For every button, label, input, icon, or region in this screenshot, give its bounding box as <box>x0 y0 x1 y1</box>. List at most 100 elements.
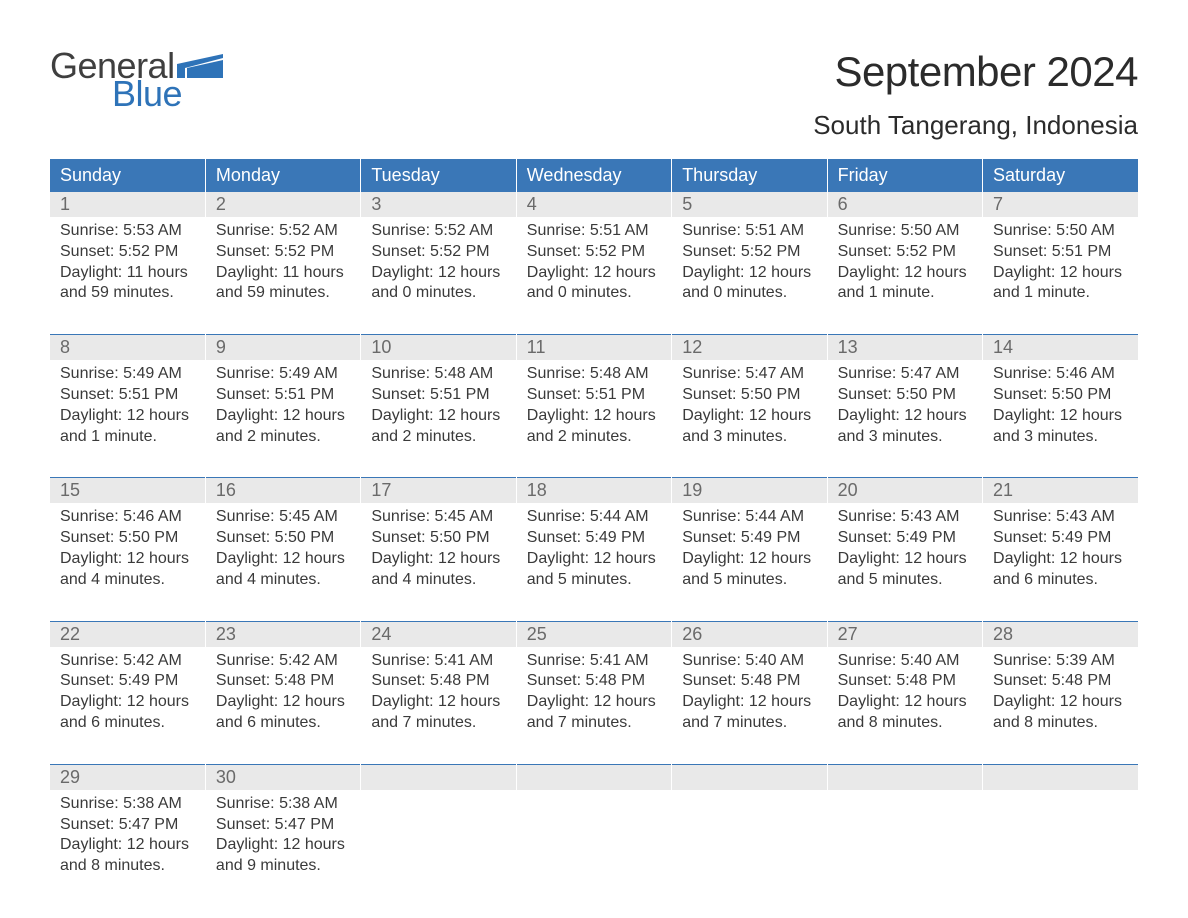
daylight-text: Daylight: 12 hours and 1 minute. <box>838 263 972 305</box>
day-body-cell: Sunrise: 5:42 AMSunset: 5:48 PMDaylight:… <box>205 647 360 765</box>
day-body-cell: Sunrise: 5:52 AMSunset: 5:52 PMDaylight:… <box>361 217 516 335</box>
sunrise-text: Sunrise: 5:43 AM <box>993 507 1128 528</box>
sunset-text: Sunset: 5:47 PM <box>60 815 195 836</box>
day-body-cell: Sunrise: 5:46 AMSunset: 5:50 PMDaylight:… <box>50 503 205 621</box>
daylight-text: Daylight: 12 hours and 3 minutes. <box>993 406 1128 448</box>
sunset-text: Sunset: 5:48 PM <box>371 671 505 692</box>
day-body-row: Sunrise: 5:49 AMSunset: 5:51 PMDaylight:… <box>50 360 1138 478</box>
day-number-row: 15161718192021 <box>50 478 1138 503</box>
sunset-text: Sunset: 5:48 PM <box>682 671 816 692</box>
weekday-header: Saturday <box>983 159 1138 192</box>
day-body-cell: Sunrise: 5:45 AMSunset: 5:50 PMDaylight:… <box>361 503 516 621</box>
day-body-cell: Sunrise: 5:38 AMSunset: 5:47 PMDaylight:… <box>50 790 205 885</box>
sunset-text: Sunset: 5:50 PM <box>682 385 816 406</box>
sunrise-text: Sunrise: 5:42 AM <box>216 651 350 672</box>
sunset-text: Sunset: 5:50 PM <box>838 385 972 406</box>
day-number-cell: 8 <box>50 335 205 360</box>
day-number-cell: 11 <box>516 335 671 360</box>
sunrise-text: Sunrise: 5:38 AM <box>60 794 195 815</box>
sunset-text: Sunset: 5:50 PM <box>216 528 350 549</box>
sunset-text: Sunset: 5:51 PM <box>527 385 661 406</box>
daylight-text: Daylight: 12 hours and 0 minutes. <box>371 263 505 305</box>
day-number-cell: 19 <box>672 478 827 503</box>
sunset-text: Sunset: 5:50 PM <box>993 385 1128 406</box>
day-body-cell: Sunrise: 5:41 AMSunset: 5:48 PMDaylight:… <box>516 647 671 765</box>
sunset-text: Sunset: 5:48 PM <box>993 671 1128 692</box>
day-number-row: 22232425262728 <box>50 622 1138 647</box>
day-number-cell: 30 <box>205 765 360 790</box>
day-body-cell: Sunrise: 5:48 AMSunset: 5:51 PMDaylight:… <box>361 360 516 478</box>
sunrise-text: Sunrise: 5:38 AM <box>216 794 350 815</box>
day-number-cell: 15 <box>50 478 205 503</box>
day-number-cell <box>827 765 982 790</box>
sunrise-text: Sunrise: 5:44 AM <box>527 507 661 528</box>
day-body-cell: Sunrise: 5:49 AMSunset: 5:51 PMDaylight:… <box>50 360 205 478</box>
sunset-text: Sunset: 5:48 PM <box>838 671 972 692</box>
day-number-cell: 5 <box>672 192 827 217</box>
day-body-cell: Sunrise: 5:47 AMSunset: 5:50 PMDaylight:… <box>827 360 982 478</box>
day-body-cell: Sunrise: 5:43 AMSunset: 5:49 PMDaylight:… <box>827 503 982 621</box>
day-number-row: 1234567 <box>50 192 1138 217</box>
weekday-header: Monday <box>205 159 360 192</box>
daylight-text: Daylight: 12 hours and 4 minutes. <box>216 549 350 591</box>
day-body-cell: Sunrise: 5:38 AMSunset: 5:47 PMDaylight:… <box>205 790 360 885</box>
day-body-cell <box>983 790 1138 885</box>
day-body-cell <box>672 790 827 885</box>
sunset-text: Sunset: 5:48 PM <box>527 671 661 692</box>
day-number-cell: 29 <box>50 765 205 790</box>
sunset-text: Sunset: 5:47 PM <box>216 815 350 836</box>
sunrise-text: Sunrise: 5:49 AM <box>60 364 195 385</box>
day-body-cell: Sunrise: 5:44 AMSunset: 5:49 PMDaylight:… <box>516 503 671 621</box>
sunrise-text: Sunrise: 5:46 AM <box>60 507 195 528</box>
sunset-text: Sunset: 5:49 PM <box>527 528 661 549</box>
day-number-cell: 16 <box>205 478 360 503</box>
daylight-text: Daylight: 12 hours and 2 minutes. <box>527 406 661 448</box>
day-body-cell: Sunrise: 5:42 AMSunset: 5:49 PMDaylight:… <box>50 647 205 765</box>
sunset-text: Sunset: 5:52 PM <box>216 242 350 263</box>
sunrise-text: Sunrise: 5:41 AM <box>527 651 661 672</box>
day-body-cell: Sunrise: 5:49 AMSunset: 5:51 PMDaylight:… <box>205 360 360 478</box>
sunset-text: Sunset: 5:52 PM <box>60 242 195 263</box>
daylight-text: Daylight: 12 hours and 8 minutes. <box>838 692 972 734</box>
daylight-text: Daylight: 12 hours and 1 minute. <box>993 263 1128 305</box>
daylight-text: Daylight: 12 hours and 7 minutes. <box>527 692 661 734</box>
title-month: September 2024 <box>813 48 1138 96</box>
sunset-text: Sunset: 5:49 PM <box>60 671 195 692</box>
sunset-text: Sunset: 5:48 PM <box>216 671 350 692</box>
day-body-row: Sunrise: 5:46 AMSunset: 5:50 PMDaylight:… <box>50 503 1138 621</box>
day-body-cell: Sunrise: 5:45 AMSunset: 5:50 PMDaylight:… <box>205 503 360 621</box>
day-body-cell: Sunrise: 5:47 AMSunset: 5:50 PMDaylight:… <box>672 360 827 478</box>
sunset-text: Sunset: 5:50 PM <box>60 528 195 549</box>
day-body-cell: Sunrise: 5:52 AMSunset: 5:52 PMDaylight:… <box>205 217 360 335</box>
daylight-text: Daylight: 12 hours and 4 minutes. <box>60 549 195 591</box>
day-body-row: Sunrise: 5:38 AMSunset: 5:47 PMDaylight:… <box>50 790 1138 885</box>
daylight-text: Daylight: 11 hours and 59 minutes. <box>60 263 195 305</box>
weekday-header: Thursday <box>672 159 827 192</box>
day-number-cell: 18 <box>516 478 671 503</box>
day-body-cell: Sunrise: 5:39 AMSunset: 5:48 PMDaylight:… <box>983 647 1138 765</box>
sunrise-text: Sunrise: 5:48 AM <box>371 364 505 385</box>
day-number-cell: 14 <box>983 335 1138 360</box>
sunset-text: Sunset: 5:49 PM <box>838 528 972 549</box>
sunrise-text: Sunrise: 5:51 AM <box>527 221 661 242</box>
day-body-cell: Sunrise: 5:53 AMSunset: 5:52 PMDaylight:… <box>50 217 205 335</box>
sunset-text: Sunset: 5:52 PM <box>838 242 972 263</box>
day-number-cell: 25 <box>516 622 671 647</box>
daylight-text: Daylight: 12 hours and 2 minutes. <box>216 406 350 448</box>
day-body-cell: Sunrise: 5:46 AMSunset: 5:50 PMDaylight:… <box>983 360 1138 478</box>
sunrise-text: Sunrise: 5:40 AM <box>838 651 972 672</box>
sunset-text: Sunset: 5:51 PM <box>216 385 350 406</box>
daylight-text: Daylight: 12 hours and 6 minutes. <box>993 549 1128 591</box>
daylight-text: Daylight: 12 hours and 1 minute. <box>60 406 195 448</box>
day-body-cell: Sunrise: 5:50 AMSunset: 5:51 PMDaylight:… <box>983 217 1138 335</box>
title-block: September 2024 South Tangerang, Indonesi… <box>813 48 1138 141</box>
daylight-text: Daylight: 12 hours and 9 minutes. <box>216 835 350 877</box>
day-number-cell: 28 <box>983 622 1138 647</box>
day-number-cell: 12 <box>672 335 827 360</box>
sunset-text: Sunset: 5:52 PM <box>527 242 661 263</box>
flag-icon <box>177 54 223 78</box>
day-number-row: 891011121314 <box>50 335 1138 360</box>
sunrise-text: Sunrise: 5:51 AM <box>682 221 816 242</box>
sunrise-text: Sunrise: 5:50 AM <box>993 221 1128 242</box>
day-body-cell: Sunrise: 5:40 AMSunset: 5:48 PMDaylight:… <box>827 647 982 765</box>
